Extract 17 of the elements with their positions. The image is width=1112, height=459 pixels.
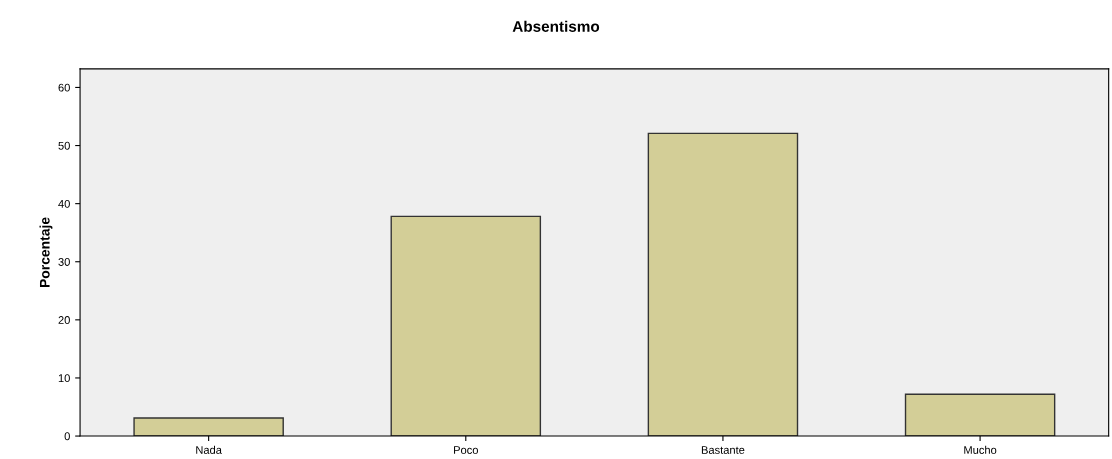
bar xyxy=(133,417,284,437)
y-tick-label: 50 xyxy=(58,141,70,150)
y-tick-label: 40 xyxy=(58,199,70,208)
y-tick-label: 10 xyxy=(58,374,70,383)
y-tick-label: 0 xyxy=(64,432,70,441)
x-tick-label: Nada xyxy=(196,445,222,454)
y-tick-label: 60 xyxy=(58,83,70,92)
x-tick-label: Poco xyxy=(454,446,478,454)
chart-title: Absentismo xyxy=(512,20,600,32)
y-tick-label: 20 xyxy=(58,316,70,324)
x-tick-label: Bastante xyxy=(701,446,745,454)
x-tick-label: Mucho xyxy=(964,445,997,454)
bar xyxy=(390,215,542,437)
y-axis-title: Porcentaje xyxy=(39,217,53,288)
y-tick-label: 30 xyxy=(58,258,70,266)
bar xyxy=(904,393,1056,437)
bar xyxy=(647,132,799,437)
